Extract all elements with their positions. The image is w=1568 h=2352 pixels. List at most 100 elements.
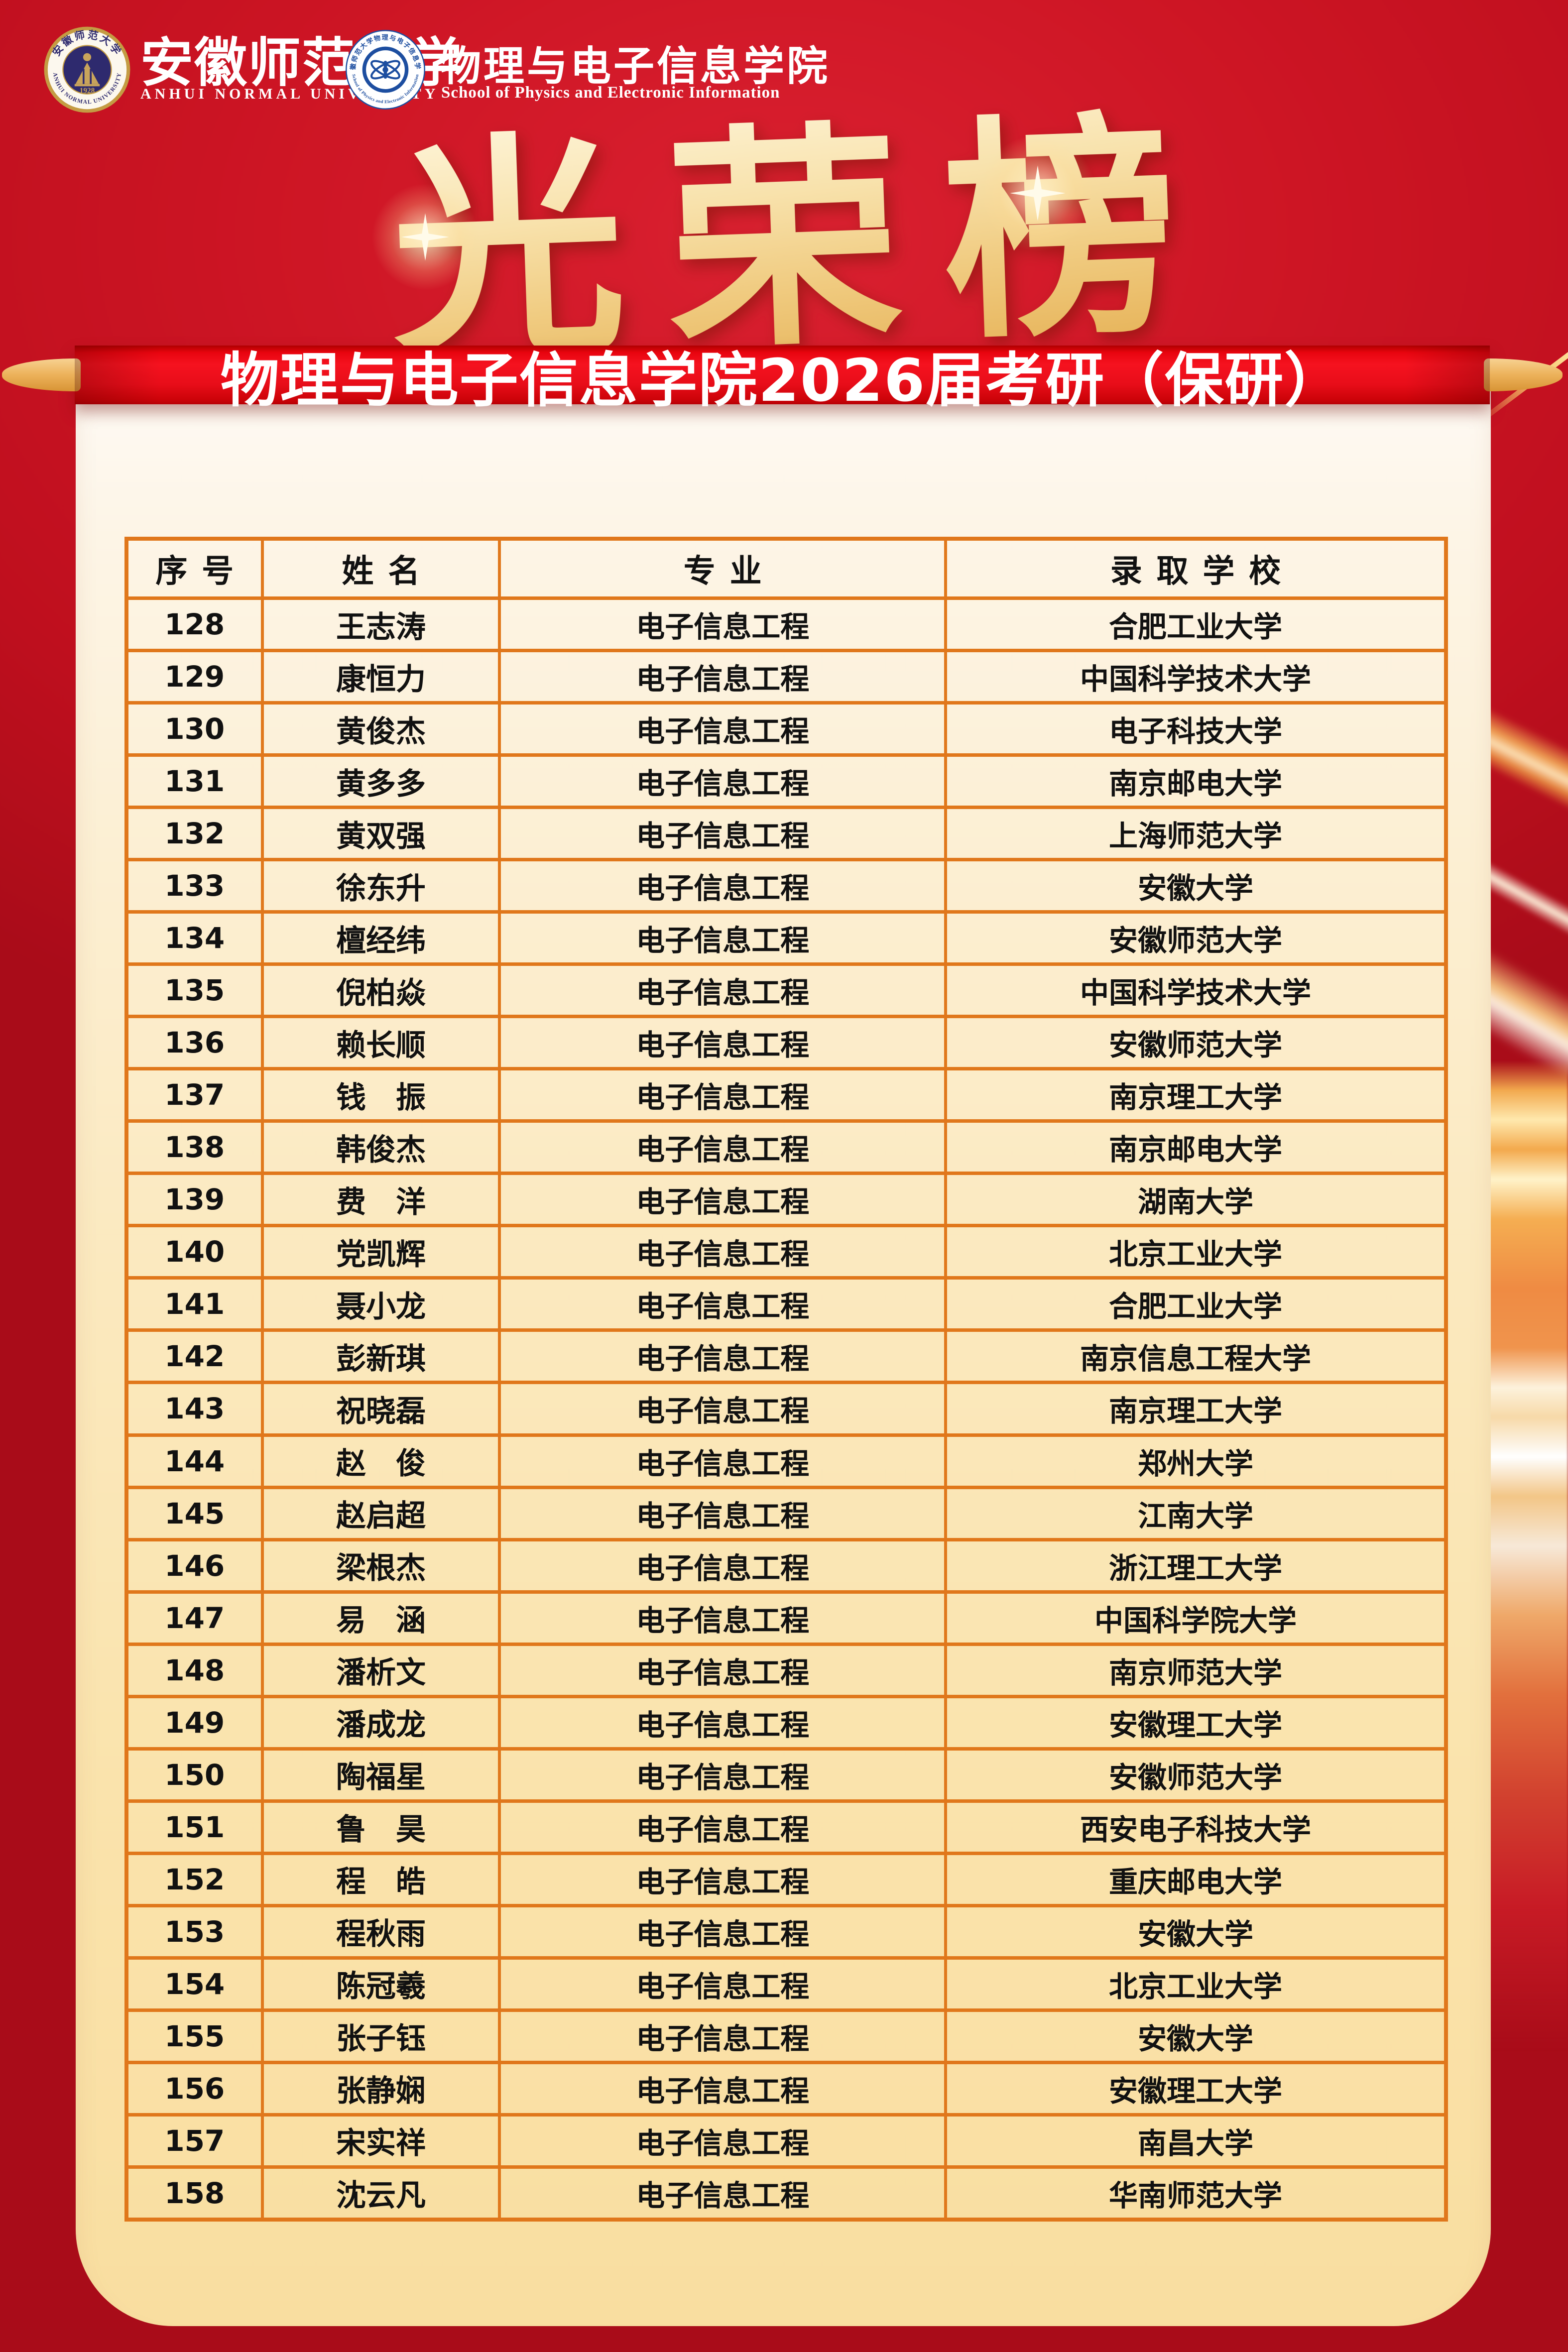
cell-name: 费 洋 bbox=[260, 1175, 498, 1224]
cell-name: 黄双强 bbox=[260, 809, 498, 858]
column-header-school: 录取学校 bbox=[944, 541, 1444, 596]
cell-major: 电子信息工程 bbox=[498, 1907, 944, 1956]
cell-major: 电子信息工程 bbox=[498, 2116, 944, 2165]
content-panel bbox=[76, 388, 1491, 2326]
cell-school: 南昌大学 bbox=[944, 2116, 1444, 2165]
cell-no: 141 bbox=[164, 1287, 225, 1321]
cell-school: 郑州大学 bbox=[944, 1436, 1444, 1486]
cell-no: 147 bbox=[164, 1601, 225, 1635]
cell-no: 154 bbox=[164, 1967, 225, 2001]
cell-name: 鲁 昊 bbox=[260, 1802, 498, 1852]
cell-name: 黄多多 bbox=[260, 757, 498, 806]
cell-school: 重庆邮电大学 bbox=[944, 1855, 1444, 1904]
table-row: 135 倪柏焱 电子信息工程 中国科学技术大学 bbox=[128, 962, 1444, 1015]
cell-no: 149 bbox=[164, 1705, 225, 1740]
cell-name: 聂小龙 bbox=[260, 1280, 498, 1329]
cell-major: 电子信息工程 bbox=[498, 1384, 944, 1433]
cell-major: 电子信息工程 bbox=[498, 1646, 944, 1695]
cell-school: 合肥工业大学 bbox=[944, 600, 1444, 649]
cell-major: 电子信息工程 bbox=[498, 914, 944, 963]
admission-table: 序号 姓名 专业 录取学校 128 王志涛 电子信息工程 合肥工业大学 129 … bbox=[124, 537, 1448, 2222]
cell-major: 电子信息工程 bbox=[498, 1227, 944, 1277]
cell-school: 华南师范大学 bbox=[944, 2168, 1444, 2218]
table-row: 132 黄双强 电子信息工程 上海师范大学 bbox=[128, 806, 1444, 858]
table-row: 143 祝晓磊 电子信息工程 南京理工大学 bbox=[128, 1381, 1444, 1433]
cell-name: 徐东升 bbox=[260, 861, 498, 911]
cell-school: 西安电子科技大学 bbox=[944, 1802, 1444, 1852]
cell-school: 安徽理工大学 bbox=[944, 2064, 1444, 2113]
table-row: 129 康恒力 电子信息工程 中国科学技术大学 bbox=[128, 649, 1444, 702]
cell-school: 湖南大学 bbox=[944, 1175, 1444, 1224]
university-seal-icon: 安徽师范大学 ANHUI NORMAL UNIVERSITY 1928 bbox=[44, 26, 130, 113]
cell-school: 安徽大学 bbox=[944, 1907, 1444, 1956]
cell-name: 彭新琪 bbox=[260, 1332, 498, 1381]
cell-no: 133 bbox=[164, 869, 225, 903]
cell-major: 电子信息工程 bbox=[498, 2011, 944, 2061]
cell-name: 易 涵 bbox=[260, 1593, 498, 1643]
cell-name: 梁根杰 bbox=[260, 1541, 498, 1590]
table-row: 157 宋实祥 电子信息工程 南昌大学 bbox=[128, 2113, 1444, 2165]
cell-no: 153 bbox=[164, 1914, 225, 1949]
cell-name: 祝晓磊 bbox=[260, 1384, 498, 1433]
table-row: 145 赵启超 电子信息工程 江南大学 bbox=[128, 1485, 1444, 1538]
cell-name: 张子钰 bbox=[260, 2011, 498, 2061]
table-row: 136 赖长顺 电子信息工程 安徽师范大学 bbox=[128, 1015, 1444, 1067]
table-row: 131 黄多多 电子信息工程 南京邮电大学 bbox=[128, 753, 1444, 806]
cell-school: 上海师范大学 bbox=[944, 809, 1444, 858]
table-row: 146 梁根杰 电子信息工程 浙江理工大学 bbox=[128, 1537, 1444, 1590]
cell-name: 潘析文 bbox=[260, 1646, 498, 1695]
table-row: 130 黄俊杰 电子信息工程 电子科技大学 bbox=[128, 701, 1444, 754]
cell-major: 电子信息工程 bbox=[498, 1698, 944, 1747]
cell-major: 电子信息工程 bbox=[498, 1070, 944, 1120]
column-header-name: 姓名 bbox=[260, 541, 498, 596]
cell-no: 144 bbox=[164, 1444, 225, 1478]
cell-major: 电子信息工程 bbox=[498, 1802, 944, 1852]
cell-major: 电子信息工程 bbox=[498, 1489, 944, 1538]
banner: 物理与电子信息学院2026届考研（保研） bbox=[2, 346, 1563, 415]
school-logo-atom-icon bbox=[370, 60, 401, 80]
cell-school: 中国科学院大学 bbox=[944, 1593, 1444, 1643]
cell-major: 电子信息工程 bbox=[498, 809, 944, 858]
cell-no: 152 bbox=[164, 1862, 225, 1896]
school-logo-icon: 安徽师范大学物理与电子信息学院 School of Physics and El… bbox=[345, 29, 425, 110]
cell-no: 143 bbox=[164, 1392, 225, 1426]
cell-major: 电子信息工程 bbox=[498, 1750, 944, 1799]
cell-school: 安徽大学 bbox=[944, 861, 1444, 911]
table-row: 138 韩俊杰 电子信息工程 南京邮电大学 bbox=[128, 1119, 1444, 1172]
cell-no: 135 bbox=[164, 973, 225, 1008]
cell-major: 电子信息工程 bbox=[498, 1959, 944, 2008]
gold-silk-ribbon bbox=[1486, 1060, 1568, 2051]
cell-name: 王志涛 bbox=[260, 600, 498, 649]
cell-name: 宋实祥 bbox=[260, 2116, 498, 2165]
cell-no: 134 bbox=[164, 921, 225, 955]
cell-name: 黄俊杰 bbox=[260, 705, 498, 754]
cell-name: 韩俊杰 bbox=[260, 1123, 498, 1172]
cell-name: 赖长顺 bbox=[260, 1018, 498, 1067]
cell-no: 139 bbox=[164, 1182, 225, 1217]
banner-title: 物理与电子信息学院2026届考研（保研） bbox=[220, 346, 1344, 415]
cell-school: 安徽师范大学 bbox=[944, 1750, 1444, 1799]
table-row: 140 党凯辉 电子信息工程 北京工业大学 bbox=[128, 1224, 1444, 1277]
cell-school: 南京师范大学 bbox=[944, 1646, 1444, 1695]
cell-school: 安徽师范大学 bbox=[944, 914, 1444, 963]
table-row: 149 潘成龙 电子信息工程 安徽理工大学 bbox=[128, 1694, 1444, 1747]
cell-major: 电子信息工程 bbox=[498, 1332, 944, 1381]
cell-major: 电子信息工程 bbox=[498, 1280, 944, 1329]
cell-name: 赵 俊 bbox=[260, 1436, 498, 1486]
cell-no: 132 bbox=[164, 817, 225, 851]
cell-name: 陶福星 bbox=[260, 1750, 498, 1799]
table-row: 158 沈云凡 电子信息工程 华南师范大学 bbox=[128, 2165, 1444, 2218]
cell-name: 钱 振 bbox=[260, 1070, 498, 1120]
cell-major: 电子信息工程 bbox=[498, 600, 944, 649]
cell-name: 程 皓 bbox=[260, 1855, 498, 1904]
cell-name: 康恒力 bbox=[260, 652, 498, 702]
cell-no: 130 bbox=[164, 712, 225, 746]
cell-name: 赵启超 bbox=[260, 1489, 498, 1538]
cell-school: 安徽理工大学 bbox=[944, 1698, 1444, 1747]
cell-no: 140 bbox=[164, 1235, 225, 1269]
cell-school: 北京工业大学 bbox=[944, 1959, 1444, 2008]
cell-no: 158 bbox=[164, 2176, 225, 2210]
scroll-rod-right-icon bbox=[1484, 358, 1563, 391]
cell-no: 136 bbox=[164, 1026, 225, 1060]
cell-school: 南京邮电大学 bbox=[944, 757, 1444, 806]
